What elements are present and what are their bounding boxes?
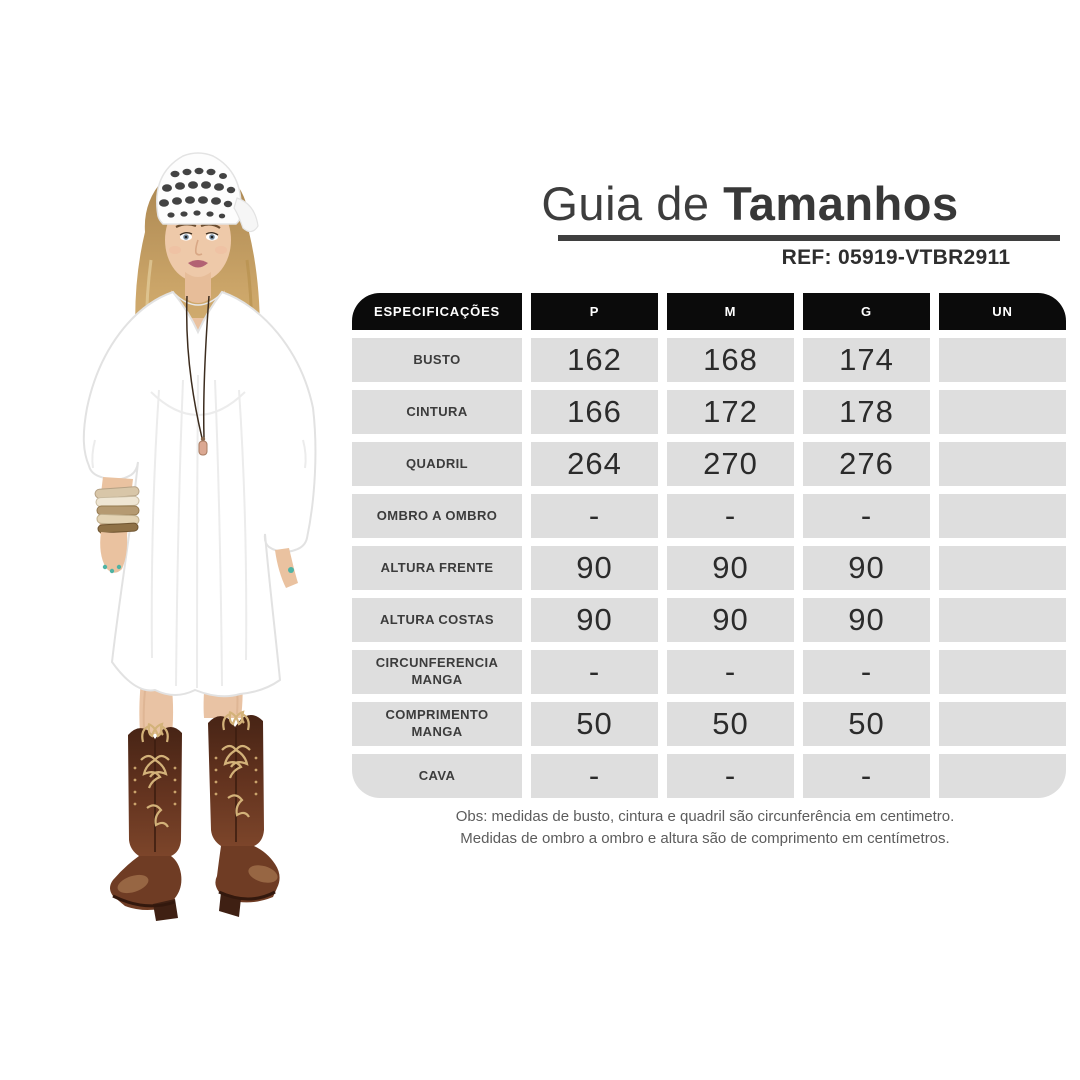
hand [100,532,128,573]
title-prefix: Guia de [541,177,724,230]
product-reference: REF: 05919-VTBR2911 [772,246,1020,270]
title-bold: Tamanhos [723,177,959,230]
size-value [939,546,1066,590]
boot-studs [214,756,258,796]
boot-studs [133,766,177,806]
size-value [939,494,1066,538]
size-value: - [531,754,658,798]
row-label: OMBRO A OMBRO [352,494,522,538]
size-value: 90 [531,546,658,590]
ref-value: 05919-VTBR2911 [838,246,1011,269]
size-value: - [531,650,658,694]
size-value: 50 [803,702,930,746]
column-header: UN [939,293,1066,330]
boot-embroidery [221,710,251,818]
model-photo [55,140,340,930]
arm-with-bracelets [94,477,140,574]
size-value: 168 [667,338,794,382]
size-value: 174 [803,338,930,382]
column-header: G [803,293,930,330]
boot-embroidery [140,722,170,828]
size-value: 50 [531,702,658,746]
column-header: P [531,293,658,330]
white-dress [82,290,317,698]
size-value: 270 [667,442,794,486]
size-value [939,442,1066,486]
row-label: CIRCUNFERENCIA MANGA [352,650,522,694]
nose [194,239,203,256]
size-value [939,754,1066,798]
row-label: CAVA [352,754,522,798]
size-value [939,390,1066,434]
note-line-2: Medidas de ombro a ombro e altura são de… [460,830,950,847]
row-label: CINTURA [352,390,522,434]
row-label: COMPRIMENTO MANGA [352,702,522,746]
size-value: 90 [803,598,930,642]
size-value: 90 [803,546,930,590]
size-value: 90 [667,546,794,590]
turquoise-ring [288,567,294,573]
size-value [939,702,1066,746]
size-value: 90 [531,598,658,642]
size-value: 264 [531,442,658,486]
size-value: - [667,650,794,694]
size-value: 50 [667,702,794,746]
row-label: ALTURA COSTAS [352,598,522,642]
lips [188,260,208,268]
neck [185,272,211,303]
size-value: 172 [667,390,794,434]
size-value [939,598,1066,642]
bangle-stack [94,486,140,534]
size-value: 90 [667,598,794,642]
size-value: - [803,650,930,694]
size-value: - [667,754,794,798]
row-label: BUSTO [352,338,522,382]
column-header: ESPECIFICAÇÕES [352,293,522,330]
size-value: - [667,494,794,538]
dress-folds [91,374,307,689]
size-value: 178 [803,390,930,434]
size-value [939,338,1066,382]
necklace [185,295,210,456]
size-table: ESPECIFICAÇÕES P M G UN BUSTO 162 168 174 CINTURA… [352,293,1066,798]
row-label: ALTURA FRENTE [352,546,522,590]
size-value: 162 [531,338,658,382]
note-line-1: Obs: medidas de busto, cintura e quadril… [455,808,955,825]
page-title: Guia de Tamanhos [440,176,1060,231]
crochet-holes [159,167,236,219]
size-value: - [803,494,930,538]
model-illustration [82,152,317,921]
size-value: - [531,494,658,538]
cowboy-boots [110,710,280,921]
measurement-notes: Obs: medidas de busto, cintura e quadril… [348,806,1062,850]
size-value: - [803,754,930,798]
size-value: 166 [531,390,658,434]
column-header: M [667,293,794,330]
hand-with-ring [275,548,298,588]
crochet-headscarf [156,152,259,233]
pendant [198,440,208,456]
ref-label: REF: [781,246,832,269]
row-label: QUADRIL [352,442,522,486]
title-underline [558,235,1060,241]
size-value [939,650,1066,694]
size-value: 276 [803,442,930,486]
